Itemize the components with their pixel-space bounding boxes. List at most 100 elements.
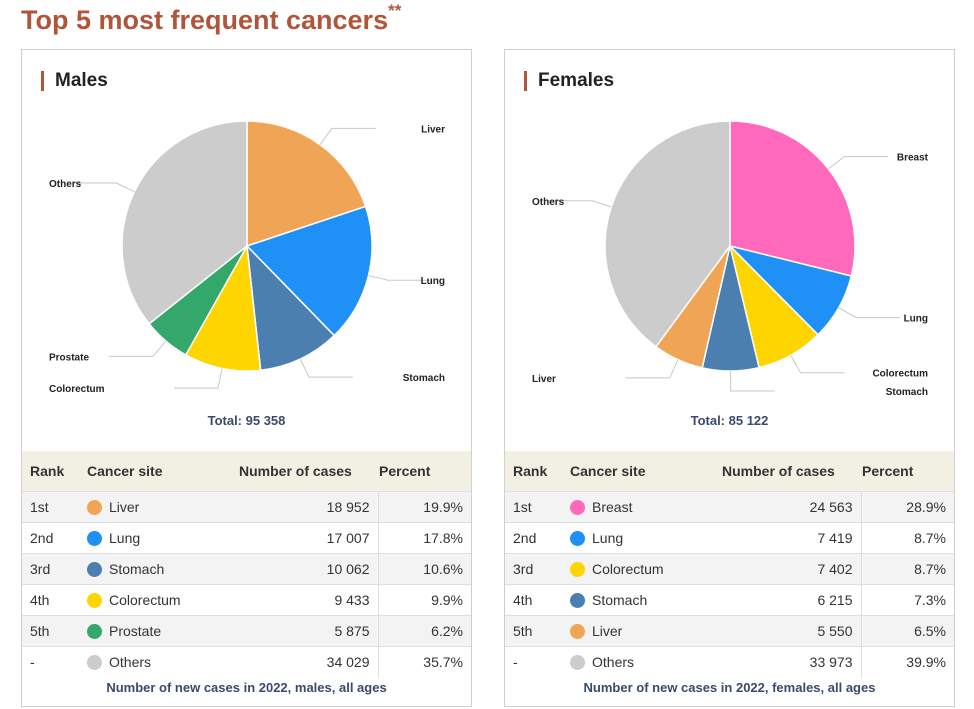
cancer-site-cell: Colorectum xyxy=(86,584,238,616)
leader-line-breast xyxy=(828,156,889,170)
legend-dot-icon xyxy=(87,500,102,515)
cancer-site-cell: Stomach xyxy=(569,584,721,616)
leader-line-lung xyxy=(838,307,901,319)
pie-slice-stomach[interactable] xyxy=(246,243,336,372)
header-rank[interactable]: Rank xyxy=(505,451,569,492)
number-of-cases-cell: 24 563 xyxy=(721,491,861,523)
rank-cell: 5th xyxy=(505,615,569,647)
males-pie-chart: Liver Lung Stomach Colorectum Prostate Others xyxy=(49,120,445,395)
legend-dot-icon xyxy=(570,655,585,670)
table-row: 2nd Lung 17 007 17.8% xyxy=(22,522,471,554)
rank-cell: 3rd xyxy=(22,553,86,585)
slice-label-others: Others xyxy=(532,197,565,208)
number-of-cases-cell: 34 029 xyxy=(238,646,378,677)
number-of-cases-cell: 17 007 xyxy=(238,522,378,554)
pie-slice-breast[interactable] xyxy=(729,120,856,277)
total-females: Total: 85 122 xyxy=(690,413,769,428)
table-row: 4th Stomach 6 215 7.3% xyxy=(505,584,954,616)
pie-slice-colorectum[interactable] xyxy=(184,243,262,372)
cancer-site-cell: Liver xyxy=(86,491,238,523)
cancer-site-label: Prostate xyxy=(109,623,162,639)
legend-dot-icon xyxy=(570,531,585,546)
legend-dot-icon xyxy=(87,593,102,608)
rank-cell: 4th xyxy=(505,584,569,616)
rank-cell: 4th xyxy=(22,584,86,616)
rank-cell: - xyxy=(505,646,569,677)
slice-label-lung: Lung xyxy=(904,314,928,325)
cancer-site-label: Breast xyxy=(592,499,633,515)
table-row: 3rd Stomach 10 062 10.6% xyxy=(22,553,471,585)
rank-cell: 2nd xyxy=(22,522,86,554)
header-percent[interactable]: Percent xyxy=(378,451,471,492)
cancer-site-label: Lung xyxy=(109,530,141,546)
females-table: Rank Cancer site Number of cases Percent… xyxy=(505,451,954,677)
table-row: 2nd Lung 7 419 8.7% xyxy=(505,522,954,554)
legend-dot-icon xyxy=(87,531,102,546)
cancer-site-label: Colorectum xyxy=(109,592,181,608)
number-of-cases-cell: 33 973 xyxy=(721,646,861,677)
cancer-site-cell: Prostate xyxy=(86,615,238,647)
percent-cell: 8.7% xyxy=(860,553,954,585)
percent-cell: 28.9% xyxy=(860,491,954,523)
cancer-site-label: Liver xyxy=(592,623,623,639)
caption-males: Number of new cases in 2022, males, all … xyxy=(106,680,387,695)
percent-cell: 10.6% xyxy=(377,553,471,585)
leader-line-others xyxy=(548,200,612,208)
header-percent[interactable]: Percent xyxy=(861,451,954,492)
header-cancer-site[interactable]: Cancer site xyxy=(569,451,721,492)
percent-cell: 7.3% xyxy=(860,584,954,616)
rank-cell: 5th xyxy=(22,615,86,647)
cancer-site-label: Liver xyxy=(109,499,140,515)
table-header-row: Rank Cancer site Number of cases Percent xyxy=(505,451,954,492)
legend-dot-icon xyxy=(570,624,585,639)
slice-label-lung: Lung xyxy=(421,276,445,287)
males-panel: Males Liver Lung Stomach Colorectum Prostate… xyxy=(21,49,472,707)
header-number-of-cases[interactable]: Number of cases xyxy=(721,451,861,492)
page-title: Top 5 most frequent cancers** xyxy=(21,1,402,35)
cancer-site-cell: Liver xyxy=(569,615,721,647)
rank-cell: 2nd xyxy=(505,522,569,554)
legend-dot-icon xyxy=(570,562,585,577)
pie-slice-liver[interactable] xyxy=(246,120,367,248)
cancer-site-label: Lung xyxy=(592,530,624,546)
legend-dot-icon xyxy=(87,562,102,577)
percent-cell: 35.7% xyxy=(377,646,471,677)
pie-slice-others[interactable] xyxy=(121,120,248,325)
females-panel: Females Breast Lung Colorectum Stomach Liver… xyxy=(504,49,955,707)
pie-slice-others[interactable] xyxy=(604,120,731,348)
slice-label-liver: Liver xyxy=(532,374,556,385)
header-cancer-site[interactable]: Cancer site xyxy=(86,451,238,492)
table-row: 1st Breast 24 563 28.9% xyxy=(505,491,954,523)
number-of-cases-cell: 7 419 xyxy=(721,522,861,554)
females-pie-chart: Breast Lung Colorectum Stomach Liver Others xyxy=(532,120,929,398)
header-number-of-cases[interactable]: Number of cases xyxy=(238,451,378,492)
leader-line-liver xyxy=(319,127,376,145)
cancer-site-label: Others xyxy=(109,654,152,670)
leader-line-stomach xyxy=(730,370,775,392)
table-row: 1st Liver 18 952 19.9% xyxy=(22,491,471,523)
cancer-site-label: Others xyxy=(592,654,635,670)
caption-females: Number of new cases in 2022, females, al… xyxy=(583,680,876,695)
table-header-row: Rank Cancer site Number of cases Percent xyxy=(22,451,471,492)
table-row: 4th Colorectum 9 433 9.9% xyxy=(22,584,471,616)
leader-line-stomach xyxy=(299,358,353,378)
table-row: 5th Prostate 5 875 6.2% xyxy=(22,615,471,647)
leader-line-colorectum xyxy=(790,354,845,374)
percent-cell: 17.8% xyxy=(377,522,471,554)
header-rank[interactable]: Rank xyxy=(22,451,86,492)
total-males: Total: 95 358 xyxy=(207,413,286,428)
slice-label-others: Others xyxy=(49,179,82,190)
percent-cell: 19.9% xyxy=(377,491,471,523)
percent-cell: 6.5% xyxy=(860,615,954,647)
cancer-site-label: Stomach xyxy=(109,561,165,577)
number-of-cases-cell: 5 875 xyxy=(238,615,378,647)
percent-cell: 8.7% xyxy=(860,522,954,554)
table-row: 3rd Colorectum 7 402 8.7% xyxy=(505,553,954,585)
number-of-cases-cell: 6 215 xyxy=(721,584,861,616)
rank-cell: 1st xyxy=(22,491,86,523)
leader-line-colorectum xyxy=(174,368,223,389)
leader-line-liver xyxy=(625,359,679,379)
pie-slice-lung[interactable] xyxy=(245,205,373,337)
percent-cell: 9.9% xyxy=(377,584,471,616)
leader-line-prostate xyxy=(108,340,167,357)
